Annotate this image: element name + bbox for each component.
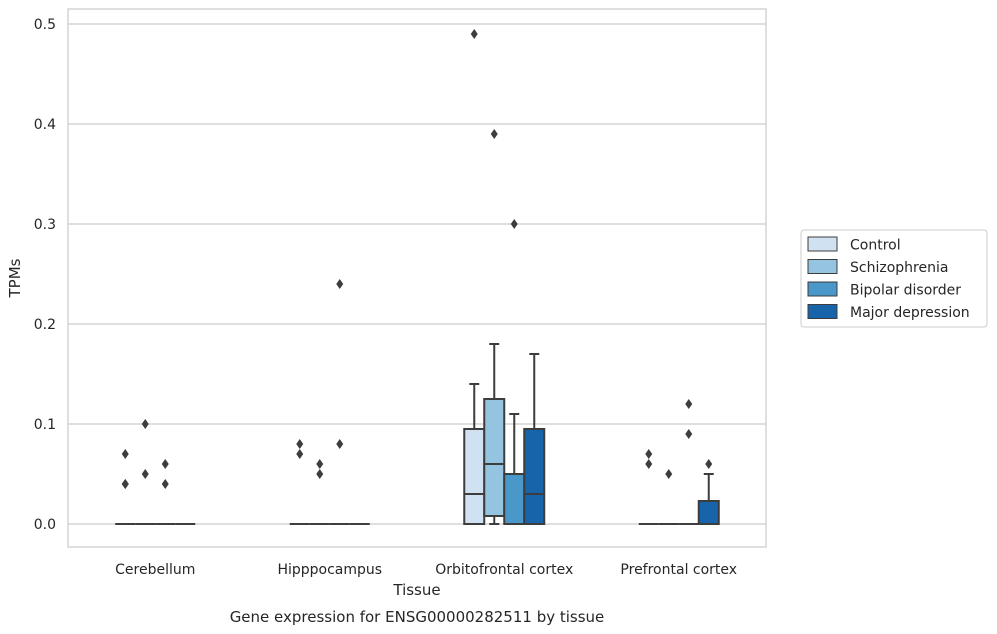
box — [135, 419, 156, 525]
outlier-point — [645, 449, 653, 459]
outlier-point — [705, 459, 713, 469]
outlier-point — [296, 449, 304, 459]
x-axis-label: Tissue — [392, 581, 440, 599]
outlier-point — [296, 439, 304, 449]
legend-swatch — [807, 259, 838, 274]
box — [697, 459, 720, 525]
box-groups — [115, 29, 720, 525]
category-group — [463, 29, 546, 525]
box — [523, 353, 546, 525]
plot-area — [68, 9, 766, 547]
outlier-point — [490, 129, 498, 139]
outlier-point — [510, 219, 518, 229]
x-tick-label: Cerebellum — [115, 562, 195, 578]
outlier-point — [161, 459, 169, 469]
y-tick-labels: 0.0 0.1 0.2 0.3 0.4 0.5 — [34, 17, 56, 533]
x-tick-label: Prefrontal cortex — [620, 562, 737, 578]
legend-label: Major depression — [850, 305, 970, 321]
box — [463, 29, 486, 525]
box — [115, 449, 136, 525]
legend-label: Schizophrenia — [850, 260, 948, 276]
y-tick-label: 0.1 — [34, 417, 56, 433]
x-tick-label: Hipppocampus — [277, 562, 382, 578]
outlier-point — [141, 469, 149, 479]
outlier-point — [685, 399, 693, 409]
y-axis-label: TPMs — [6, 258, 24, 298]
outlier-point — [685, 429, 693, 439]
category-group — [289, 279, 370, 525]
box-body — [697, 500, 720, 525]
box-body — [523, 428, 546, 525]
x-tick-labels: Cerebellum Hipppocampus Orbitofrontal cort… — [115, 562, 737, 578]
box-body — [503, 473, 526, 525]
legend-label: Control — [850, 238, 901, 254]
box — [329, 279, 350, 525]
category-group — [115, 419, 196, 525]
legend-frame — [800, 229, 988, 328]
outlier-point — [470, 29, 478, 39]
box — [638, 449, 659, 525]
legend-label: Bipolar disorder — [850, 283, 961, 299]
chart-caption: Gene expression for ENSG00000282511 by t… — [230, 608, 605, 626]
box-body — [483, 398, 506, 517]
box — [155, 459, 176, 525]
outlier-point — [316, 459, 324, 469]
y-tick-label: 0.4 — [34, 117, 56, 133]
y-tick-label: 0.0 — [34, 517, 56, 533]
box — [483, 129, 506, 525]
box — [678, 399, 699, 525]
plot-frame — [67, 8, 767, 548]
box — [503, 219, 526, 525]
legend-swatch — [807, 236, 838, 252]
outlier-point — [645, 459, 653, 469]
outlier-point — [336, 439, 344, 449]
x-tick-label: Orbitofrontal cortex — [435, 562, 573, 578]
y-tick-label: 0.2 — [34, 317, 56, 333]
box — [289, 439, 310, 525]
y-tick-label: 0.5 — [34, 17, 56, 33]
legend-swatch — [807, 304, 838, 319]
outlier-point — [161, 479, 169, 489]
y-tick-label: 0.3 — [34, 217, 56, 233]
outlier-point — [121, 479, 129, 489]
outlier-point — [316, 469, 324, 479]
box-body — [463, 428, 486, 525]
outlier-point — [141, 419, 149, 429]
outlier-point — [336, 279, 344, 289]
outlier-point — [665, 469, 673, 479]
legend-swatch — [807, 281, 838, 297]
outlier-point — [121, 449, 129, 459]
box — [658, 469, 679, 525]
box — [309, 459, 330, 525]
category-group — [638, 399, 720, 525]
legend: Control Schizophrenia Bipolar disorder Majo… — [800, 229, 988, 328]
